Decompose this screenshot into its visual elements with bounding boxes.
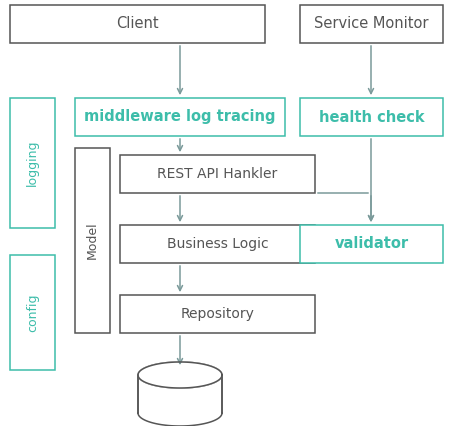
Bar — [300, 98, 443, 136]
Bar — [10, 98, 55, 228]
Polygon shape — [138, 362, 222, 388]
Text: Repository: Repository — [180, 307, 254, 321]
Bar — [75, 148, 110, 333]
Text: config: config — [26, 293, 39, 332]
Bar — [120, 155, 315, 193]
Text: REST API Hankler: REST API Hankler — [157, 167, 278, 181]
Text: health check: health check — [319, 109, 424, 124]
Bar — [120, 295, 315, 333]
Text: Model: Model — [86, 222, 99, 259]
Text: logging: logging — [26, 140, 39, 186]
Bar — [120, 225, 315, 263]
Text: middleware log tracing: middleware log tracing — [84, 109, 276, 124]
Bar — [10, 255, 55, 370]
Bar — [75, 98, 285, 136]
Text: Service Monitor: Service Monitor — [314, 17, 429, 32]
Bar — [300, 225, 443, 263]
Text: validator: validator — [335, 236, 409, 251]
Bar — [10, 5, 265, 43]
Text: Business Logic: Business Logic — [167, 237, 268, 251]
Text: Client: Client — [116, 17, 159, 32]
Bar — [300, 5, 443, 43]
